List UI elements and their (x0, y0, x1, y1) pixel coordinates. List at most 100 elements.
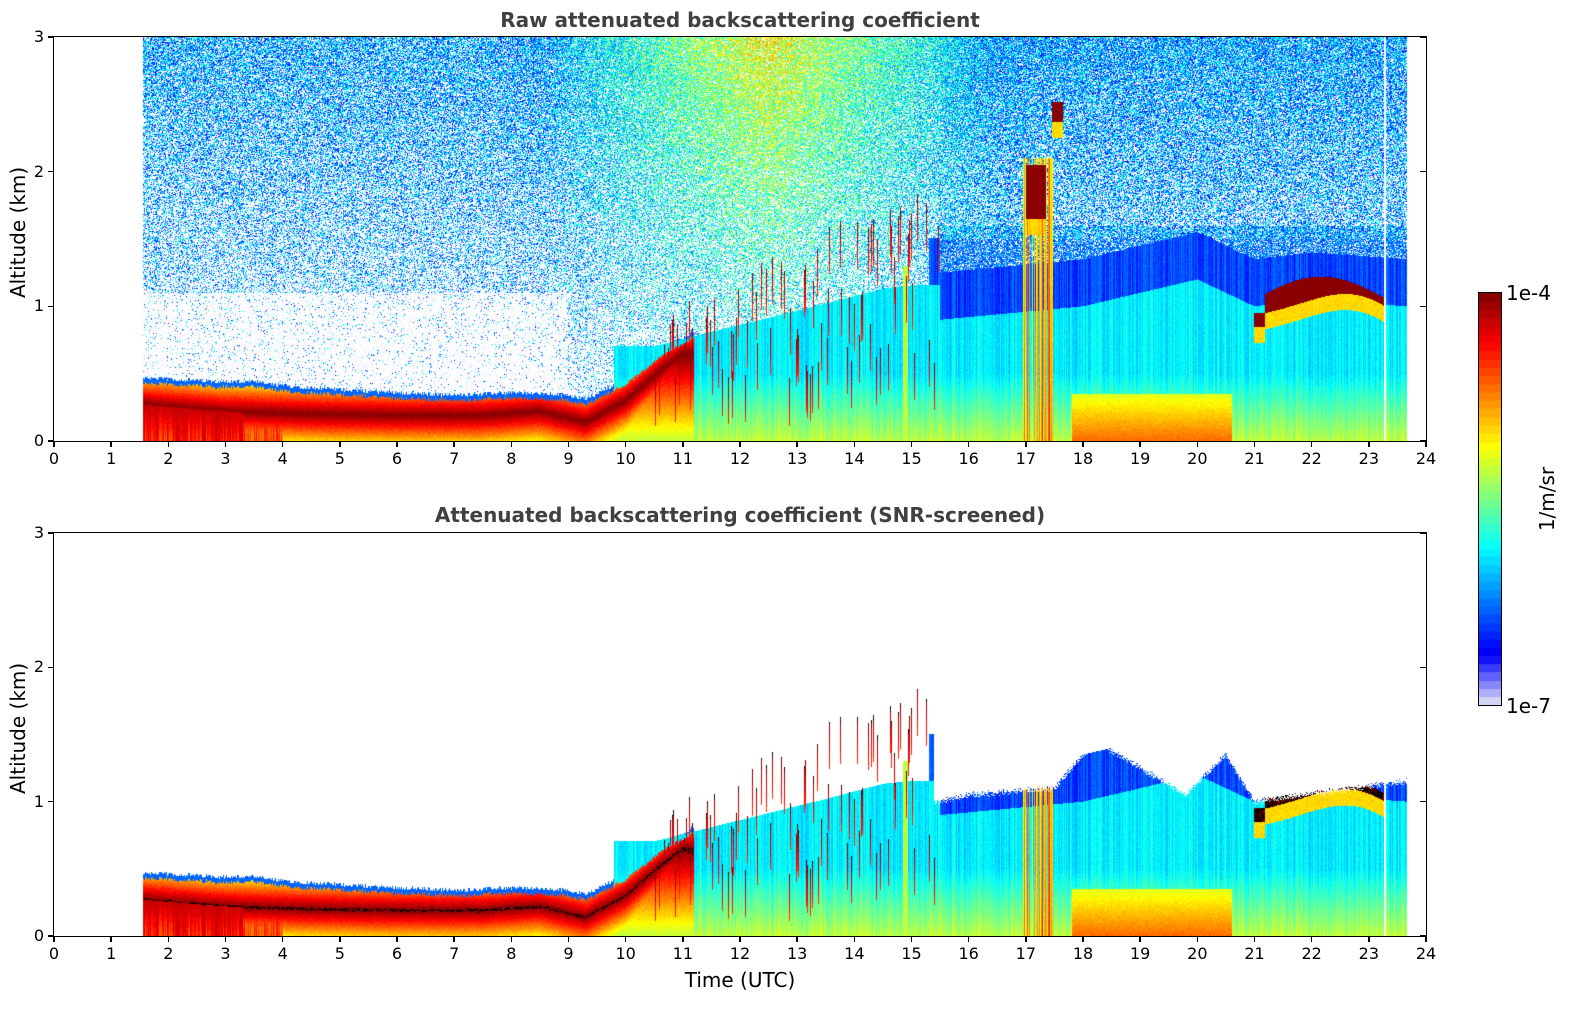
x-tick (796, 441, 798, 447)
x-tick (396, 441, 398, 447)
x-tick (1082, 441, 1084, 447)
x-tick (967, 936, 970, 942)
y-tick-label: 3 (33, 27, 44, 46)
x-tick (396, 936, 398, 942)
y-tick (48, 170, 54, 173)
x-tick-label: 9 (563, 449, 574, 468)
x-tick (1368, 936, 1370, 942)
x-tick-label: 8 (506, 449, 517, 468)
x-tick (796, 936, 798, 942)
x-tick (1196, 936, 1199, 942)
x-tick (453, 936, 455, 942)
x-tick (1253, 441, 1256, 447)
x-tick-label: 19 (1129, 944, 1151, 963)
y-tick-right (1420, 305, 1426, 308)
colorbar (1478, 292, 1502, 706)
x-tick (853, 936, 856, 942)
x-tick-label: 3 (220, 944, 231, 963)
x-tick-label: 7 (449, 449, 460, 468)
x-tick (1139, 936, 1141, 942)
x-tick (967, 441, 970, 447)
bottom-panel-title: Attenuated backscattering coefficient (S… (434, 503, 1046, 527)
x-tick-label: 15 (901, 944, 922, 963)
x-tick (910, 936, 913, 942)
x-tick (1310, 441, 1313, 447)
x-tick-label: 5 (334, 449, 345, 468)
x-tick (510, 441, 513, 447)
x-tick-label: 9 (563, 944, 574, 963)
x-tick (1425, 441, 1427, 447)
x-tick-label: 7 (449, 944, 460, 963)
y-tick (48, 305, 54, 308)
x-tick (110, 441, 112, 447)
x-tick (53, 936, 55, 942)
x-tick (510, 936, 513, 942)
x-tick (1196, 441, 1199, 447)
x-tick-label: 6 (391, 944, 403, 963)
x-tick (281, 936, 284, 942)
x-tick-label: 22 (1301, 944, 1322, 963)
x-tick-label: 18 (1072, 944, 1094, 963)
x-tick-label: 22 (1301, 449, 1322, 468)
top-panel-ylabel: Altitude (km) (6, 166, 30, 298)
x-tick-label: 5 (334, 944, 345, 963)
bottom-panel-ylabel: Altitude (km) (6, 662, 30, 794)
y-tick-label: 2 (33, 161, 44, 181)
x-tick (1139, 441, 1141, 447)
x-tick (1082, 936, 1084, 942)
x-tick-label: 2 (163, 449, 174, 468)
x-tick (53, 441, 55, 447)
x-tick-label: 10 (615, 449, 636, 468)
x-tick-label: 21 (1244, 944, 1265, 963)
x-tick (1368, 441, 1370, 447)
x-tick-label: 18 (1072, 449, 1094, 468)
x-tick-label: 15 (901, 449, 922, 468)
top-panel-title: Raw attenuated backscattering coefficien… (500, 8, 980, 32)
y-tick-label: 1 (33, 296, 44, 316)
x-tick-label: 14 (844, 449, 865, 468)
x-tick-label: 23 (1358, 449, 1379, 468)
x-tick (682, 936, 684, 942)
x-tick-label: 10 (615, 944, 636, 963)
x-tick-label: 1 (106, 449, 117, 468)
x-tick-label: 23 (1358, 944, 1379, 963)
y-tick (48, 935, 54, 937)
x-tick-label: 19 (1129, 449, 1151, 468)
y-tick-right (1420, 532, 1426, 534)
x-tick (167, 441, 170, 447)
y-tick-right (1420, 935, 1426, 937)
y-tick-label: 0 (33, 431, 44, 450)
x-tick (853, 441, 856, 447)
x-tick (624, 936, 627, 942)
x-tick-label: 17 (1015, 449, 1036, 468)
y-tick-right (1420, 170, 1426, 173)
x-tick (1253, 936, 1256, 942)
y-tick-right (1420, 36, 1426, 38)
y-tick-label: 0 (33, 926, 44, 945)
x-tick (339, 936, 341, 942)
y-tick (48, 36, 54, 38)
x-tick-label: 13 (786, 449, 808, 468)
x-tick (339, 441, 341, 447)
x-tick (682, 441, 684, 447)
y-tick (48, 440, 54, 442)
x-tick-label: 0 (48, 944, 60, 963)
y-tick-label: 2 (33, 657, 44, 677)
x-tick-label: 11 (672, 449, 693, 468)
y-tick-right (1420, 666, 1426, 669)
x-tick-label: 2 (163, 944, 174, 963)
x-tick (224, 441, 227, 447)
x-tick-label: 20 (1187, 449, 1208, 468)
x-tick-label: 21 (1244, 449, 1265, 468)
x-axis-label: Time (UTC) (684, 968, 796, 992)
x-tick (1425, 936, 1427, 942)
x-tick (1025, 936, 1027, 942)
x-tick (281, 441, 284, 447)
y-tick (48, 532, 54, 534)
x-tick-label: 3 (220, 449, 231, 468)
x-tick (110, 936, 112, 942)
x-tick-label: 11 (672, 944, 693, 963)
y-tick (48, 800, 54, 803)
x-tick-label: 4 (277, 449, 288, 468)
x-tick (224, 936, 227, 942)
